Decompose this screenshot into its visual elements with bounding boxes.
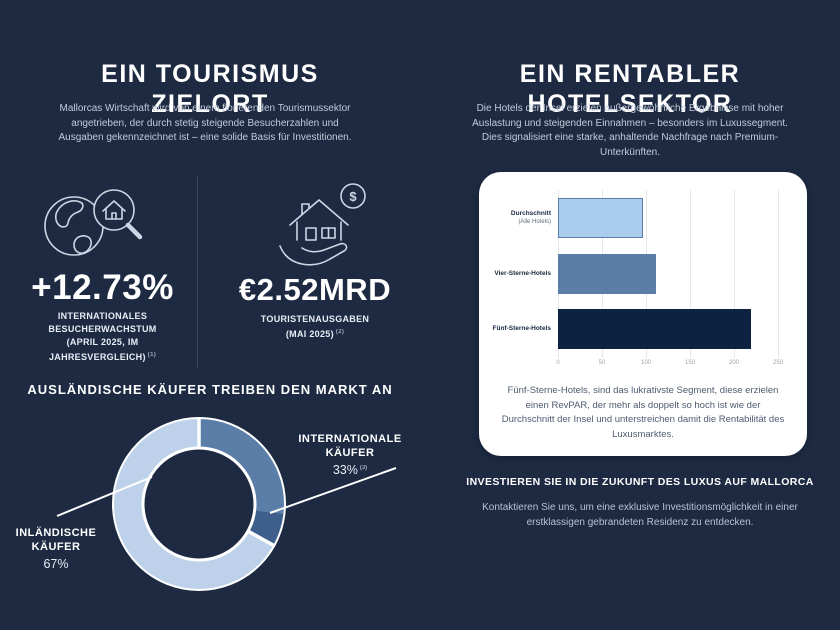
bar-fuenf-sterne bbox=[558, 309, 751, 349]
cta-text: Kontaktieren Sie uns, um eine exklusive … bbox=[482, 502, 798, 528]
x-tick-label: 150 bbox=[684, 360, 696, 366]
right-section-title: EIN RENTABLER HOTELSEKTOR bbox=[519, 59, 741, 118]
stats-divider bbox=[197, 176, 198, 368]
gridline bbox=[690, 190, 691, 358]
visitor-growth-value: +12.73% bbox=[31, 268, 174, 307]
donut-hole bbox=[141, 446, 257, 562]
donut-label-domestic: INLÄNDISCHE KÄUFER 67% bbox=[15, 527, 97, 571]
bar-vier-sterne bbox=[558, 254, 656, 294]
globe-magnifier-house-icon bbox=[44, 189, 143, 256]
hand-house-dollar-icon: $ bbox=[279, 183, 366, 266]
footnote-marker: (1) bbox=[147, 352, 157, 358]
gridline bbox=[778, 190, 779, 358]
bar-durchschnitt bbox=[558, 198, 644, 238]
x-tick-label: 50 bbox=[598, 360, 606, 366]
category-label: Fünf-Sterne-Hotels bbox=[492, 325, 552, 332]
visitor-growth-label: INTERNATIONALES BESUCHERWACHSTUM (APRIL … bbox=[48, 311, 157, 362]
x-axis-ticks: 0 50 100 150 200 250 bbox=[556, 360, 783, 370]
category-label: Durchschnitt bbox=[510, 210, 551, 217]
x-tick-label: 100 bbox=[640, 360, 652, 366]
gridline bbox=[734, 190, 735, 358]
bar-row-fuenf-sterne: Fünf-Sterne-Hotels bbox=[479, 309, 807, 349]
tourist-spending-label: TOURISTENAUSGABEN (MAI 2025) (2) bbox=[260, 314, 370, 339]
tourist-spending-value: €2.52MRD bbox=[238, 272, 392, 307]
bar-row-durchschnitt: Durchschnitt (Alle Hotels) bbox=[479, 198, 807, 238]
x-tick-label: 0 bbox=[556, 360, 560, 366]
category-label: Vier-Sterne-Hotels bbox=[494, 270, 551, 277]
hotel-chart-card: Durchschnitt (Alle Hotels) Vier-Sterne-H… bbox=[479, 172, 807, 456]
donut-chart-title: AUSLÄNDISCHE KÄUFER TREIBEN DEN MARKT AN bbox=[27, 382, 393, 397]
donut-label-international: INTERNATIONALE KÄUFER 33% (3) bbox=[298, 433, 402, 477]
revpar-bar-chart: Durchschnitt (Alle Hotels) Vier-Sterne-H… bbox=[479, 172, 807, 372]
x-tick-label: 250 bbox=[772, 360, 784, 366]
right-intro-text: Die Hotels der Insel erzielen außergewöh… bbox=[472, 103, 788, 158]
footnote-marker: (2) bbox=[335, 329, 345, 335]
category-note: (Alle Hotels) bbox=[518, 219, 551, 225]
left-section-title: EIN TOURISMUS ZIELORT bbox=[101, 59, 319, 118]
x-tick-label: 200 bbox=[728, 360, 740, 366]
cta-heading: INVESTIEREN SIE IN DIE ZUKUNFT DES LUXUS… bbox=[466, 476, 814, 488]
svg-text:$: $ bbox=[349, 189, 357, 204]
bar-row-vier-sterne: Vier-Sterne-Hotels bbox=[479, 254, 807, 294]
chart-note-text: Fünf-Sterne-Hotels, sind das lukrativste… bbox=[501, 385, 785, 440]
footnote-marker: (3) bbox=[359, 464, 368, 471]
buyers-donut-chart bbox=[112, 417, 286, 591]
left-intro-text: Mallorcas Wirtschaft wird von einem flor… bbox=[58, 103, 352, 143]
